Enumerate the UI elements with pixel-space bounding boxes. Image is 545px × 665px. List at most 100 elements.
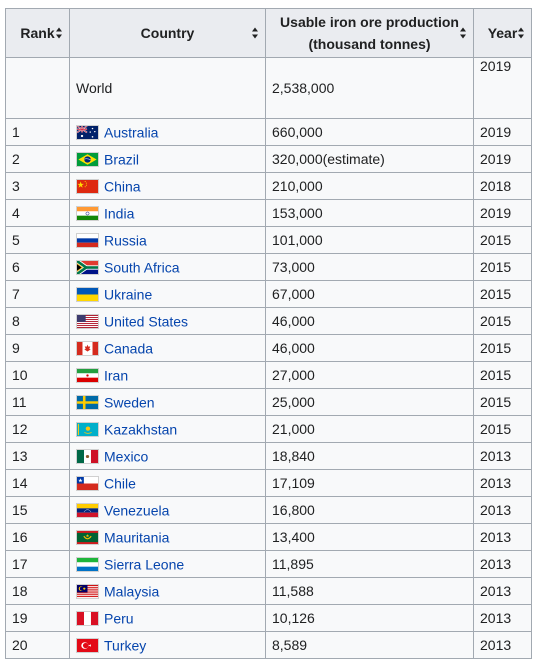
rank-cell: 17 <box>5 550 70 578</box>
kazakhstan-flag-icon <box>76 422 99 438</box>
country-link[interactable]: Kazakhstan <box>104 421 178 438</box>
table-row: 5 Russia 101,000 2015 <box>5 226 532 254</box>
year-cell: 2013 <box>473 496 532 524</box>
sort-icon[interactable] <box>56 27 63 39</box>
brazil-flag-icon <box>76 152 99 168</box>
year-column-header[interactable]: Year <box>473 8 532 58</box>
peru-flag-icon <box>76 611 99 627</box>
australia-flag-icon <box>76 125 99 141</box>
malaysia-flag-icon <box>76 584 99 600</box>
production-header-label: Usable iron ore production <box>280 14 459 30</box>
rank-cell: 11 <box>5 388 70 416</box>
year-cell: 2013 <box>473 523 532 551</box>
country-link[interactable]: Brazil <box>104 151 140 168</box>
country-link[interactable]: Canada <box>104 340 154 357</box>
table-row: 3 China 210,000 2018 <box>5 172 532 200</box>
production-cell: 13,400 <box>265 523 474 551</box>
year-cell: 2015 <box>473 361 532 389</box>
rank-column-header[interactable]: Rank <box>5 8 70 58</box>
mauritania-flag-icon <box>76 530 99 546</box>
country-column-header[interactable]: Country <box>69 8 266 58</box>
country-link[interactable]: Malaysia <box>104 583 160 600</box>
header-row: Rank Country Usable iron ore production … <box>5 8 532 58</box>
sort-icon[interactable] <box>460 27 467 39</box>
rank-cell: 1 <box>5 118 70 146</box>
iron-ore-production-table: Rank Country Usable iron ore production … <box>5 8 532 659</box>
country-cell: Russia <box>69 226 266 254</box>
rank-cell: 8 <box>5 307 70 335</box>
country-link[interactable]: China <box>104 178 141 195</box>
table-row: 11 Sweden 25,000 2015 <box>5 388 532 416</box>
production-cell: 67,000 <box>265 280 474 308</box>
rank-cell: 4 <box>5 199 70 227</box>
country-link[interactable]: Russia <box>104 232 147 249</box>
country-cell: Sierra Leone <box>69 550 266 578</box>
country-link[interactable]: Venezuela <box>104 502 170 519</box>
country-cell: Ukraine <box>69 280 266 308</box>
country-link[interactable]: Ukraine <box>104 286 153 303</box>
country-link[interactable]: Australia <box>104 124 159 141</box>
production-cell: 16,800 <box>265 496 474 524</box>
country-cell: United States <box>69 307 266 335</box>
country-cell: Mexico <box>69 442 266 470</box>
rank-cell: 3 <box>5 172 70 200</box>
world-name: World <box>69 57 266 119</box>
production-cell: 11,895 <box>265 550 474 578</box>
rank-cell: 10 <box>5 361 70 389</box>
production-cell: 21,000 <box>265 415 474 443</box>
production-cell: 46,000 <box>265 307 474 335</box>
country-link[interactable]: United States <box>104 313 189 330</box>
country-link[interactable]: Sweden <box>104 394 155 411</box>
production-column-header[interactable]: Usable iron ore production (thousand ton… <box>265 8 474 58</box>
country-cell: Canada <box>69 334 266 362</box>
production-cell: 46,000 <box>265 334 474 362</box>
rank-cell: 2 <box>5 145 70 173</box>
production-cell: 11,588 <box>265 577 474 605</box>
country-link[interactable]: Chile <box>104 475 136 492</box>
table-row: 20 Turkey 8,589 2013 <box>5 631 532 659</box>
country-cell: Iran <box>69 361 266 389</box>
russia-flag-icon <box>76 233 99 249</box>
canada-flag-icon <box>76 341 99 357</box>
country-cell: Turkey <box>69 631 266 659</box>
country-link[interactable]: India <box>104 205 135 222</box>
year-cell: 2015 <box>473 253 532 281</box>
sort-icon[interactable] <box>518 27 525 39</box>
world-year: 2019 <box>473 57 532 119</box>
production-cell: 8,589 <box>265 631 474 659</box>
production-cell: 660,000 <box>265 118 474 146</box>
year-cell: 2015 <box>473 388 532 416</box>
country-link[interactable]: Mauritania <box>104 529 170 546</box>
sort-icon[interactable] <box>252 27 259 39</box>
country-link[interactable]: Mexico <box>104 448 149 465</box>
rank-cell: 16 <box>5 523 70 551</box>
rank-cell: 7 <box>5 280 70 308</box>
country-link[interactable]: South Africa <box>104 259 180 276</box>
country-link[interactable]: Iran <box>104 367 129 384</box>
production-header-unit: (thousand tonnes) <box>308 36 431 52</box>
year-cell: 2013 <box>473 550 532 578</box>
country-link[interactable]: Sierra Leone <box>104 556 185 573</box>
year-cell: 2019 <box>473 118 532 146</box>
table-row: 18 Malaysia 11,588 2013 <box>5 577 532 605</box>
table-row: 8 United States 46,000 2015 <box>5 307 532 335</box>
year-cell: 2013 <box>473 577 532 605</box>
table-row: 2 Brazil 320,000(estimate) 2019 <box>5 145 532 173</box>
south-africa-flag-icon <box>76 260 99 276</box>
year-cell: 2019 <box>473 199 532 227</box>
country-cell: China <box>69 172 266 200</box>
rank-cell: 6 <box>5 253 70 281</box>
table-row: 14 Chile 17,109 2013 <box>5 469 532 497</box>
mexico-flag-icon <box>76 449 99 465</box>
rank-cell: 15 <box>5 496 70 524</box>
country-cell: Malaysia <box>69 577 266 605</box>
country-link[interactable]: Peru <box>104 610 134 627</box>
year-cell: 2015 <box>473 226 532 254</box>
venezuela-flag-icon <box>76 503 99 519</box>
country-link[interactable]: Turkey <box>104 637 147 654</box>
table-row: 15 Venezuela 16,800 2013 <box>5 496 532 524</box>
table-row: 4 India 153,000 2019 <box>5 199 532 227</box>
production-cell: 153,000 <box>265 199 474 227</box>
year-cell: 2018 <box>473 172 532 200</box>
table-row: 19 Peru 10,126 2013 <box>5 604 532 632</box>
